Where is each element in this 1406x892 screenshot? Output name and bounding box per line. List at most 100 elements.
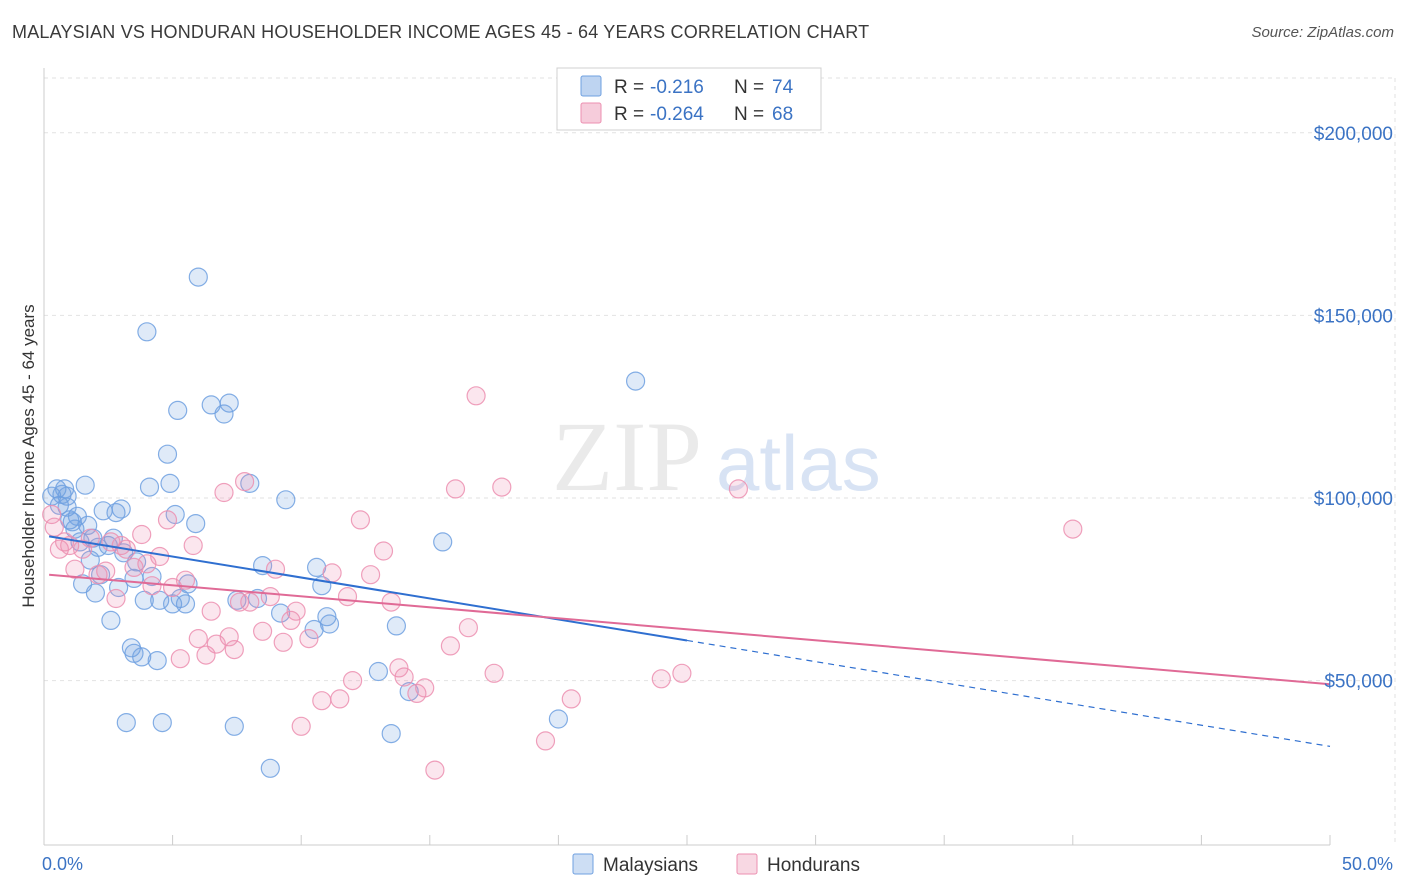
data-point [350, 510, 370, 530]
legend-swatch [580, 102, 602, 124]
data-point [106, 502, 126, 523]
y-axis-label: Householder Income Ages 45 - 64 years [19, 304, 38, 607]
legend-n-label: N = [734, 77, 764, 98]
data-point [157, 444, 178, 464]
data-point [286, 601, 306, 621]
data-point [214, 404, 234, 424]
watermark-zip: ZIP [552, 401, 702, 512]
axes [43, 68, 1331, 846]
legend-n-value: 68 [772, 104, 793, 125]
data-point [672, 663, 692, 683]
trend-lines [48, 535, 1331, 747]
data-point [44, 517, 64, 537]
data-point [368, 661, 388, 682]
data-point [116, 712, 136, 733]
data-point [492, 477, 512, 497]
data-point [319, 614, 340, 634]
data-point [337, 586, 358, 607]
data-point [106, 588, 126, 609]
y-tick-label: $150,000 [1314, 306, 1393, 327]
data-point [96, 561, 116, 581]
data-point [219, 393, 239, 413]
data-point [271, 603, 291, 623]
legend-n-label: N = [734, 104, 764, 125]
data-point [386, 616, 406, 636]
data-point [101, 610, 121, 631]
data-point [160, 473, 180, 493]
data-point [466, 386, 486, 406]
trend-line-hondurans [49, 573, 1331, 686]
data-point [535, 731, 556, 751]
data-point [229, 592, 250, 612]
data-point [425, 760, 445, 780]
data-point [188, 628, 208, 649]
data-point [433, 532, 453, 552]
data-point [273, 632, 293, 652]
data-point [253, 621, 273, 641]
data-point [150, 546, 170, 567]
watermark: ZIP atlas [552, 401, 881, 512]
stats-legend: R = -0.216 N = 74 R = -0.264 N = 68 [556, 67, 822, 131]
data-point [389, 658, 409, 678]
data-point [381, 723, 401, 744]
data-point [265, 559, 286, 579]
data-point [132, 524, 152, 545]
data-point [312, 691, 332, 711]
data-point [186, 513, 206, 534]
legend-r-label: R = [614, 104, 644, 125]
data-point [142, 576, 162, 596]
data-point [54, 479, 75, 499]
data-point [235, 472, 255, 492]
legend-r-value: -0.216 [650, 77, 704, 98]
data-point [317, 607, 337, 627]
data-point [322, 563, 342, 583]
data-point [343, 670, 363, 691]
data-point [201, 601, 221, 621]
data-point [625, 371, 646, 391]
legend-r-label: R = [614, 77, 644, 98]
series-legend-label: Hondurans [767, 855, 860, 876]
data-point [137, 322, 157, 342]
data-point [65, 559, 85, 579]
data-point [183, 535, 203, 556]
data-point [147, 650, 167, 671]
data-point [175, 570, 196, 590]
series-legend: Malaysians Hondurans [572, 853, 860, 876]
data-point [42, 504, 62, 525]
data-point [219, 627, 239, 647]
data-point [224, 639, 244, 660]
data-point [139, 477, 160, 497]
data-point [124, 643, 144, 663]
data-point [108, 577, 129, 598]
data-point [57, 486, 77, 506]
data-point [415, 678, 435, 698]
data-point [260, 758, 280, 778]
watermark-atlas: atlas [716, 419, 881, 507]
data-point [440, 636, 460, 656]
data-point [458, 618, 478, 638]
data-point [47, 479, 67, 499]
series-legend-swatch [572, 853, 594, 875]
data-point [188, 267, 208, 287]
data-point [561, 689, 581, 709]
data-point [484, 663, 504, 683]
data-point [1063, 519, 1083, 539]
trend-line-malaysians-extension [686, 639, 1331, 747]
data-points [42, 267, 1083, 780]
legend-swatch [580, 75, 602, 97]
series-legend-label: Malaysians [603, 855, 698, 876]
data-point [260, 586, 280, 607]
data-point [281, 610, 301, 631]
data-point [224, 716, 244, 736]
x-tick-label: 50.0% [1342, 854, 1393, 874]
legend-r-value: -0.264 [650, 104, 704, 125]
y-tick-labels: $50,000 $100,000 $150,000 $200,000 [1314, 124, 1393, 693]
x-tick-label: 0.0% [42, 854, 83, 874]
data-point [168, 400, 188, 420]
data-point [330, 689, 350, 709]
data-point [276, 490, 296, 510]
y-tick-label: $200,000 [1314, 124, 1393, 145]
data-point [394, 667, 414, 687]
data-point [399, 681, 419, 702]
data-point [373, 541, 394, 561]
